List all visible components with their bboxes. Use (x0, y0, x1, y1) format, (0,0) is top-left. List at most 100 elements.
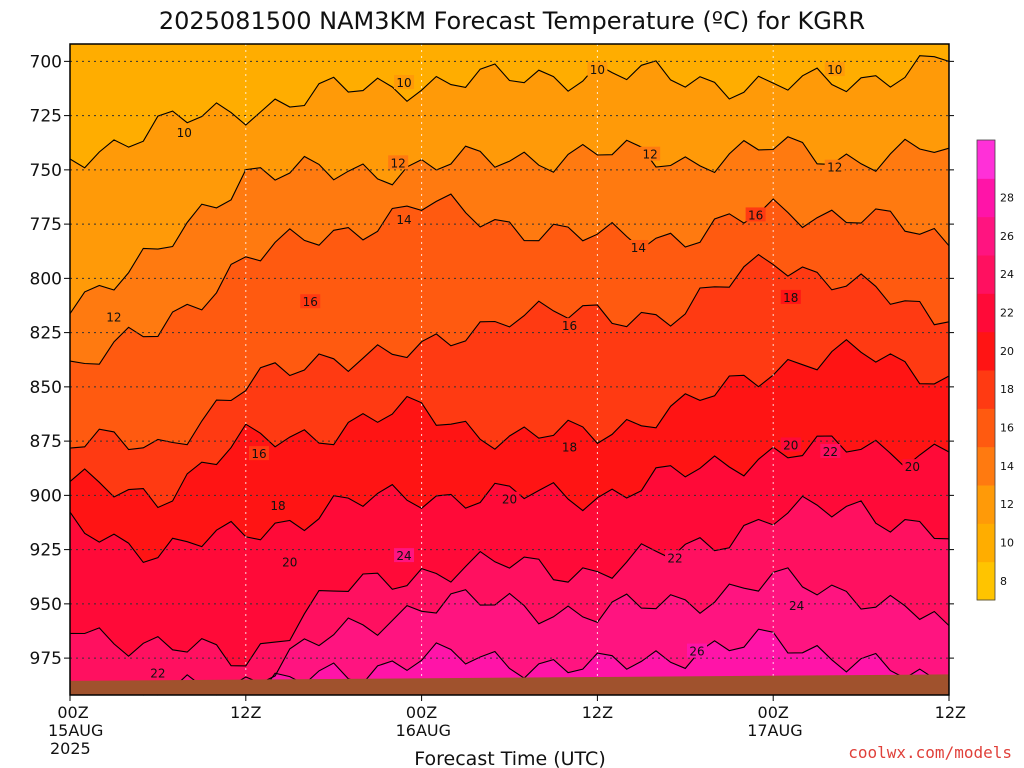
contour-label-bg (824, 159, 845, 174)
time-tick-label: 00Z (758, 703, 789, 722)
colorbar-tick-label: 26 (1000, 230, 1014, 243)
contour-label: 14 (631, 241, 646, 255)
pressure-tick-label: 900 (30, 486, 62, 506)
contour-label: 16 (251, 447, 266, 461)
colorbar-tick-label: 28 (1000, 192, 1014, 205)
contour-label-bg (300, 294, 321, 309)
contour-label-bg (147, 665, 168, 680)
time-tick-label: 12Z (230, 703, 261, 722)
contour-label-bg (388, 155, 409, 170)
isotherm-line (69, 253, 950, 451)
colorbar-swatch (977, 408, 995, 448)
colorbar-swatch (977, 255, 995, 294)
date-label: 16AUG (396, 721, 451, 740)
colorbar-tick-label: 20 (1000, 345, 1014, 358)
colorbar-swatch (977, 446, 995, 486)
terrain-ground (70, 674, 949, 695)
contour-label: 16 (562, 319, 577, 333)
contour-label: 20 (282, 556, 297, 570)
site-credit[interactable]: coolwx.com/models (848, 743, 1012, 762)
contour-label-bg (268, 498, 289, 513)
contour-label: 26 (689, 645, 704, 659)
colorbar-swatch (977, 561, 995, 601)
isotherm-line (69, 495, 950, 667)
contour-label: 22 (823, 445, 838, 459)
isotherm-line (69, 193, 950, 365)
contour-label-bg (786, 598, 807, 613)
contour-label-bg (902, 459, 923, 474)
x-axis-title: Forecast Time (UTC) (414, 748, 605, 768)
contour-label: 22 (667, 551, 682, 565)
contour-label-bg (820, 443, 841, 458)
time-tick-label: 12Z (935, 703, 966, 722)
contour-label-bg (279, 554, 300, 569)
contour-label-bg (780, 289, 801, 304)
colorbar-swatch (977, 523, 995, 563)
contour-label: 12 (391, 156, 406, 170)
time-tick-label: 00Z (57, 703, 88, 722)
temperature-fills (70, 55, 949, 696)
contour-label: 24 (396, 549, 411, 563)
pressure-tick-label: 750 (30, 161, 62, 181)
contour-label-bg (248, 446, 269, 461)
date-label: 15AUG (48, 721, 103, 740)
contour-label-bg (640, 146, 661, 161)
colorbar-swatch (977, 140, 995, 179)
terrain-surface (70, 674, 949, 695)
contour-label-bg (394, 211, 415, 226)
contour-label-bg (394, 75, 415, 90)
contour-label: 18 (783, 291, 798, 305)
colorbar-tick-label: 10 (1000, 537, 1014, 550)
time-tick-label: 12Z (582, 703, 613, 722)
contour-label: 18 (562, 441, 577, 455)
contour-label: 12 (827, 161, 842, 175)
colorbar-tick-label: 12 (1000, 498, 1014, 511)
colorbar-swatch (977, 293, 995, 333)
year-label: 2025 (50, 739, 91, 758)
contour-label-bg (174, 124, 195, 139)
contour-label-bg (499, 491, 520, 506)
pressure-axis: 700 725 750 775 800 825 850 875 900 925 950 975 (30, 52, 954, 669)
colorbar-tick-label: 16 (1000, 422, 1014, 435)
isotherm-line (69, 435, 950, 564)
isotherm-line (69, 55, 950, 169)
pressure-tick-label: 700 (30, 52, 62, 72)
pressure-tick-label: 975 (30, 649, 62, 669)
contour-label-bg (745, 207, 766, 222)
colorbar-tick-label: 8 (1000, 575, 1007, 588)
colorbar-tick-label: 24 (1000, 268, 1014, 281)
contour-label: 12 (642, 148, 657, 162)
time-tick-label: 00Z (406, 703, 437, 722)
pressure-tick-label: 775 (30, 215, 62, 235)
pressure-tick-label: 800 (30, 269, 62, 289)
contour-label: 20 (905, 460, 920, 474)
pressure-tick-label: 725 (30, 107, 62, 127)
contour-label: 20 (502, 493, 517, 507)
contour-label-bg (559, 318, 580, 333)
chart-title: 2025081500 NAM3KM Forecast Temperature (… (159, 7, 865, 35)
colorbar-tick-label: 18 (1000, 383, 1014, 396)
contour-label: 22 (150, 666, 165, 680)
contour-label: 14 (396, 213, 411, 227)
contour-label-bg (394, 548, 415, 563)
contour-label: 16 (748, 208, 763, 222)
contour-label: 10 (827, 63, 842, 77)
contour-label-bg (824, 62, 845, 77)
contour-label-bg (559, 439, 580, 454)
contour-label-bg (665, 550, 686, 565)
colorbar-tick-label: 14 (1000, 460, 1014, 473)
contour-label: 20 (783, 438, 798, 452)
contour-label: 10 (590, 63, 605, 77)
plot-frame (69, 43, 950, 696)
isotherm-line (69, 136, 950, 315)
contour-label: 12 (106, 310, 121, 324)
contour-label: 18 (270, 499, 285, 513)
pressure-tick-label: 950 (30, 595, 62, 615)
colorbar-tick-label: 22 (1000, 307, 1014, 320)
colorbar-swatch (977, 331, 995, 371)
contour-labels: 10 10 10 10 12 12 12 12 14 14 16 16 16 16 18 18 18 20 20 20… (103, 62, 923, 680)
colorbar-frame (976, 139, 996, 601)
pressure-tick-label: 825 (30, 324, 62, 344)
